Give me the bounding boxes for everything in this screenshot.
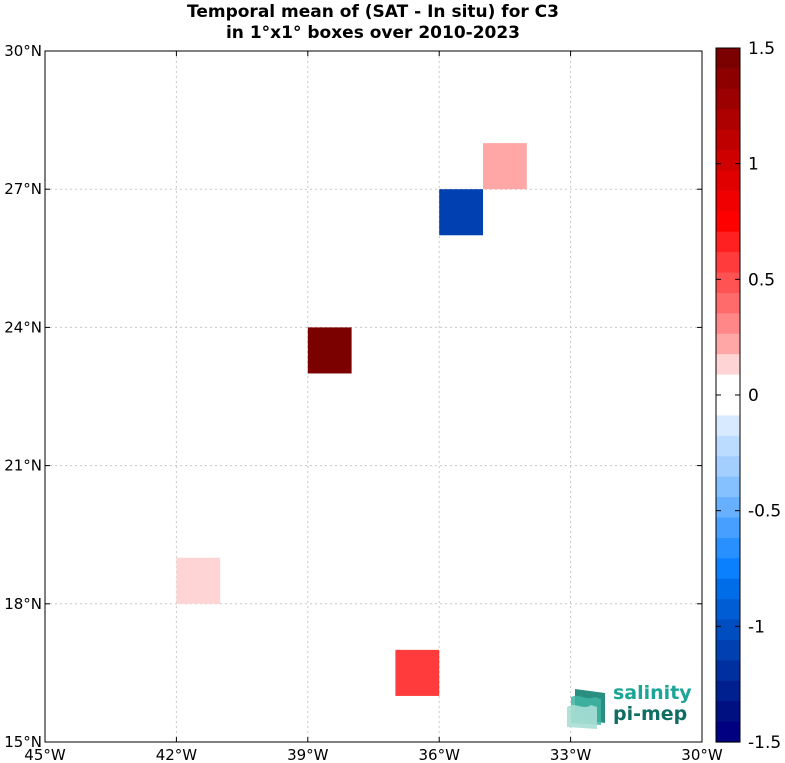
logo-text-pi-mep: pi-mep <box>613 703 688 725</box>
colorbar-segment <box>716 721 740 743</box>
logo-text-salinity: salinity <box>613 682 692 704</box>
colorbar-segment <box>716 578 740 600</box>
colorbar: 1.5 1 0.5 0 -0.5 -1 -1.5 <box>715 39 781 753</box>
y-tick-label: 30°N <box>4 42 42 60</box>
x-tick-label: 30°W <box>681 746 723 763</box>
heatmap-cell <box>439 189 483 236</box>
colorbar-segment <box>716 701 740 723</box>
x-tick-label: 39°W <box>287 746 329 763</box>
colorbar-segment <box>716 292 740 314</box>
colorbar-segment <box>716 68 740 90</box>
heatmap-cell <box>395 649 440 696</box>
colorbar-segment <box>716 497 740 519</box>
wave-logo-icon <box>567 689 605 729</box>
colorbar-segment <box>716 109 740 131</box>
salinity-pi-mep-logo: salinity pi-mep <box>565 683 695 731</box>
chart-title-line2: in 1°x1° boxes over 2010-2023 <box>226 23 520 43</box>
colorbar-segment <box>716 190 740 212</box>
colorbar-tick-label: -1 <box>748 617 765 637</box>
heatmap-cell <box>483 143 527 190</box>
colorbar-tick-label: 0.5 <box>748 270 775 290</box>
heatmap-cell <box>176 557 221 604</box>
y-tick-label: 27°N <box>4 180 42 198</box>
colorbar-segment <box>716 333 740 355</box>
colorbar-segment <box>716 231 740 253</box>
y-tick-label: 21°N <box>4 457 42 475</box>
y-tick-label: 24°N <box>4 318 42 336</box>
colorbar-segment <box>716 476 740 498</box>
colorbar-segment <box>716 252 740 274</box>
colorbar-segment <box>716 48 740 70</box>
colorbar-tick-label: 1 <box>748 155 759 175</box>
x-tick-label: 45°W <box>24 746 66 763</box>
colorbar-segment <box>716 211 740 233</box>
heatmap-cell <box>307 327 352 374</box>
colorbar-segment <box>716 537 740 559</box>
colorbar-segment <box>716 599 740 621</box>
colorbar-segment <box>716 395 740 417</box>
colorbar-segment <box>716 680 740 702</box>
colorbar-tick-label: -0.5 <box>748 502 781 522</box>
colorbar-segment <box>716 619 740 641</box>
colorbar-tick-label: 0 <box>748 386 759 406</box>
colorbar-segment <box>716 313 740 335</box>
colorbar-tick-label: 1.5 <box>748 39 775 59</box>
colorbar-segment <box>716 558 740 580</box>
y-tick-label: 15°N <box>4 733 42 751</box>
x-tick-label: 33°W <box>550 746 592 763</box>
colorbar-segment <box>716 456 740 478</box>
colorbar-segment <box>716 150 740 172</box>
plot-area: 45°W 42°W 39°W 36°W 33°W 30°W 15°N 18°N 21°N 24°N… <box>4 42 723 763</box>
colorbar-segment <box>716 639 740 661</box>
colorbar-segment <box>716 517 740 539</box>
colorbar-segment <box>716 374 740 396</box>
colorbar-segment <box>716 129 740 151</box>
colorbar-segment <box>716 415 740 437</box>
y-tick-label: 18°N <box>4 595 42 613</box>
colorbar-segment <box>716 435 740 457</box>
plot-frame <box>44 50 703 743</box>
colorbar-segment <box>716 660 740 682</box>
colorbar-segment <box>716 272 740 294</box>
colorbar-segment <box>716 170 740 192</box>
colorbar-segment <box>716 354 740 376</box>
colorbar-tick-label: -1.5 <box>748 733 781 753</box>
colorbar-segment <box>716 88 740 110</box>
chart-title-line1: Temporal mean of (SAT - In situ) for C3 <box>187 2 559 22</box>
x-tick-label: 42°W <box>156 746 198 763</box>
x-tick-label: 36°W <box>418 746 460 763</box>
